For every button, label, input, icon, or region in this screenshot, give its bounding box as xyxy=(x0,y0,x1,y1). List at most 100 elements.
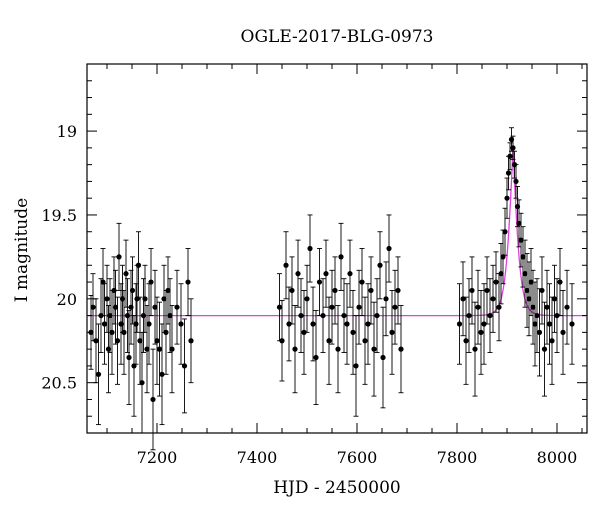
data-point xyxy=(307,214,313,283)
data-point xyxy=(298,278,304,353)
data-marker xyxy=(475,304,481,310)
data-point xyxy=(148,248,154,317)
data-marker xyxy=(148,279,154,285)
data-marker xyxy=(144,346,150,352)
data-marker xyxy=(536,329,543,335)
data-point xyxy=(463,296,469,385)
data-marker xyxy=(313,354,319,361)
data-marker xyxy=(395,287,401,294)
data-point xyxy=(338,222,344,291)
data-marker xyxy=(174,304,180,310)
data-point xyxy=(490,264,496,333)
data-marker xyxy=(564,304,570,310)
y-axis-label: I magnitude xyxy=(12,198,32,302)
data-point xyxy=(137,296,143,385)
data-point xyxy=(123,239,129,308)
data-point xyxy=(493,251,499,313)
data-marker xyxy=(301,329,307,335)
data-point xyxy=(347,239,353,308)
data-marker xyxy=(365,321,371,327)
data-point xyxy=(472,301,478,397)
data-marker xyxy=(498,271,504,277)
data-marker xyxy=(371,346,377,352)
data-point xyxy=(560,289,566,375)
data-marker xyxy=(518,237,524,243)
data-marker xyxy=(150,396,156,403)
data-point xyxy=(536,288,543,377)
data-marker xyxy=(353,363,359,369)
plot-area xyxy=(86,63,588,451)
y-tick-label: 20 xyxy=(57,290,77,309)
data-point xyxy=(551,264,558,333)
x-tick-label: 7400 xyxy=(237,448,278,467)
data-point xyxy=(114,296,121,385)
data-marker xyxy=(392,304,398,310)
data-point xyxy=(301,289,307,375)
data-point xyxy=(510,135,516,161)
data-point xyxy=(484,256,490,325)
data-point xyxy=(154,296,160,385)
data-point xyxy=(320,278,326,353)
data-point xyxy=(310,286,316,362)
data-point xyxy=(109,289,115,375)
data-point xyxy=(365,283,371,365)
data-point xyxy=(167,278,173,353)
data-point xyxy=(146,283,152,365)
data-marker xyxy=(344,321,350,327)
data-point xyxy=(386,214,392,283)
data-marker xyxy=(513,178,519,185)
data-point xyxy=(353,315,359,417)
data-point xyxy=(344,283,350,365)
data-point xyxy=(283,231,289,300)
data-marker xyxy=(368,287,374,294)
data-marker xyxy=(101,321,108,327)
data-marker xyxy=(146,321,152,327)
data-point xyxy=(526,261,532,337)
data-point xyxy=(313,310,319,405)
data-marker xyxy=(156,346,163,352)
data-marker xyxy=(178,321,184,327)
data-marker xyxy=(332,287,338,294)
x-tick-label: 7800 xyxy=(437,448,478,467)
data-point xyxy=(383,261,389,337)
data-marker xyxy=(350,329,356,335)
data-marker xyxy=(487,312,493,319)
data-marker xyxy=(374,312,380,319)
data-point xyxy=(341,278,347,353)
data-marker xyxy=(507,153,513,159)
data-marker xyxy=(185,279,191,285)
data-point xyxy=(188,298,194,384)
data-point xyxy=(359,248,365,317)
data-point xyxy=(557,248,563,317)
data-marker xyxy=(522,271,528,277)
data-point xyxy=(174,269,180,345)
data-marker xyxy=(142,296,148,302)
data-marker xyxy=(539,287,545,294)
data-marker xyxy=(104,296,110,302)
data-marker xyxy=(546,321,553,327)
data-marker xyxy=(478,329,484,335)
data-point xyxy=(101,283,108,365)
data-point xyxy=(105,305,112,394)
data-marker xyxy=(526,296,532,302)
data-point xyxy=(295,239,301,308)
data-marker xyxy=(90,304,96,310)
data-point xyxy=(377,231,383,300)
data-marker xyxy=(472,346,478,352)
data-marker xyxy=(569,321,575,327)
data-point xyxy=(304,264,310,333)
data-point xyxy=(469,256,475,325)
y-tick-label: 20.5 xyxy=(41,374,77,393)
data-marker xyxy=(469,287,475,294)
data-marker xyxy=(123,271,129,277)
data-marker xyxy=(135,262,142,268)
data-marker xyxy=(356,304,362,310)
data-marker xyxy=(524,287,530,294)
data-marker xyxy=(107,312,113,319)
x-axis-label: HJD - 2450000 xyxy=(273,478,401,498)
data-marker xyxy=(516,220,522,226)
data-point xyxy=(481,283,487,365)
data-point xyxy=(569,283,575,365)
data-marker xyxy=(304,296,310,302)
data-marker xyxy=(534,312,540,319)
